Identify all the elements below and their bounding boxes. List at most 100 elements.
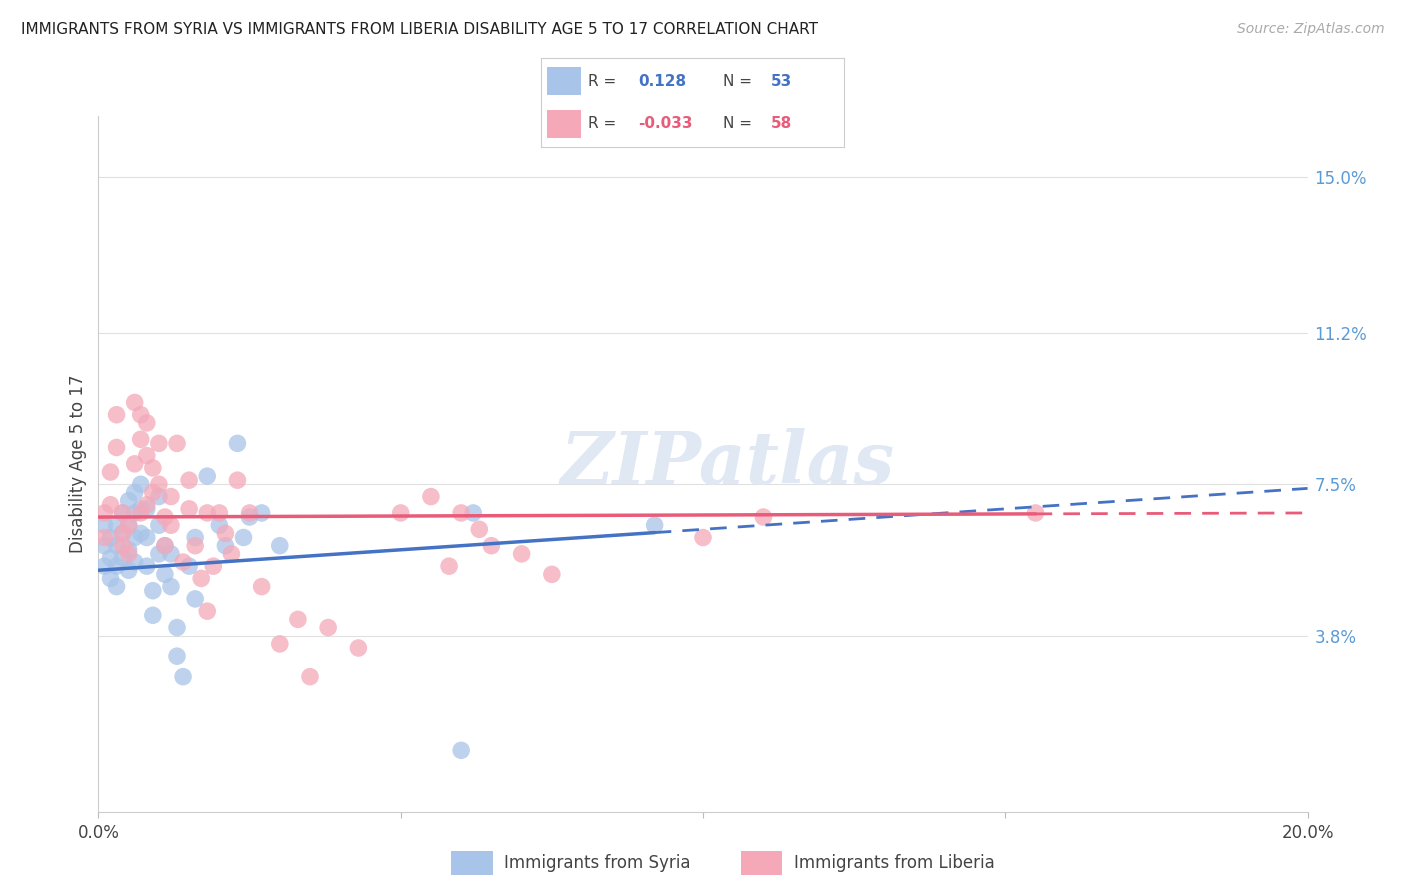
Point	[450, 743, 472, 757]
Point	[208, 506, 231, 520]
Point	[316, 621, 339, 635]
Text: Immigrants from Syria: Immigrants from Syria	[505, 854, 690, 872]
Point	[208, 518, 231, 533]
Point	[153, 539, 176, 553]
Point	[172, 555, 194, 569]
Text: IMMIGRANTS FROM SYRIA VS IMMIGRANTS FROM LIBERIA DISABILITY AGE 5 TO 17 CORRELAT: IMMIGRANTS FROM SYRIA VS IMMIGRANTS FROM…	[21, 22, 818, 37]
Point	[179, 559, 201, 574]
Point	[160, 518, 183, 533]
Point	[135, 559, 157, 574]
Point	[105, 518, 128, 533]
Point	[105, 441, 128, 455]
Point	[420, 490, 443, 504]
Point	[129, 506, 152, 520]
Point	[118, 518, 141, 533]
Point	[214, 539, 236, 553]
Point	[142, 461, 165, 475]
FancyBboxPatch shape	[547, 67, 581, 95]
Point	[481, 539, 503, 553]
Point	[195, 506, 218, 520]
Point	[1024, 506, 1046, 520]
Point	[124, 531, 146, 545]
Point	[166, 649, 188, 664]
Point	[269, 539, 291, 553]
Point	[135, 449, 157, 463]
Point	[148, 477, 170, 491]
Point	[148, 518, 170, 533]
Point	[184, 591, 207, 606]
Text: 58: 58	[770, 117, 793, 131]
Point	[250, 580, 273, 594]
Point	[105, 559, 128, 574]
Point	[299, 670, 322, 684]
Point	[124, 457, 146, 471]
Point	[160, 547, 183, 561]
Point	[118, 547, 141, 561]
Y-axis label: Disability Age 5 to 17: Disability Age 5 to 17	[69, 375, 87, 553]
Point	[124, 555, 146, 569]
Point	[129, 526, 152, 541]
Point	[124, 485, 146, 500]
Point	[202, 559, 225, 574]
Point	[287, 612, 309, 626]
Point	[195, 604, 218, 618]
Point	[93, 539, 115, 553]
Point	[129, 501, 152, 516]
Point	[250, 506, 273, 520]
Point	[142, 608, 165, 623]
Point	[129, 477, 152, 491]
Point	[269, 637, 291, 651]
Text: 53: 53	[770, 74, 793, 88]
Point	[153, 567, 176, 582]
Point	[148, 547, 170, 561]
Point	[160, 490, 183, 504]
Point	[111, 506, 134, 520]
Text: N =: N =	[723, 117, 752, 131]
Text: R =: R =	[588, 74, 616, 88]
Point	[179, 473, 201, 487]
Point	[100, 551, 122, 566]
Point	[195, 469, 218, 483]
Point	[190, 571, 212, 585]
Point	[105, 539, 128, 553]
Point	[752, 510, 775, 524]
Point	[148, 490, 170, 504]
Point	[111, 539, 134, 553]
Point	[93, 559, 115, 574]
Point	[166, 436, 188, 450]
Point	[118, 542, 141, 557]
Point	[111, 526, 134, 541]
Point	[389, 506, 412, 520]
Point	[172, 670, 194, 684]
Point	[239, 510, 262, 524]
Point	[239, 506, 262, 520]
Point	[124, 506, 146, 520]
Point	[100, 571, 122, 585]
Text: Source: ZipAtlas.com: Source: ZipAtlas.com	[1237, 22, 1385, 37]
Point	[226, 436, 249, 450]
Point	[93, 506, 115, 520]
Point	[135, 501, 157, 516]
Point	[450, 506, 472, 520]
Point	[347, 640, 370, 655]
Point	[540, 567, 562, 582]
Point	[111, 506, 134, 520]
Point	[118, 518, 141, 533]
Point	[100, 531, 122, 545]
Point	[142, 583, 165, 598]
Text: Immigrants from Liberia: Immigrants from Liberia	[794, 854, 994, 872]
Text: 0.128: 0.128	[638, 74, 686, 88]
Point	[166, 621, 188, 635]
Point	[135, 531, 157, 545]
Point	[226, 473, 249, 487]
Point	[111, 526, 134, 541]
Point	[135, 416, 157, 430]
Point	[100, 465, 122, 479]
Point	[105, 408, 128, 422]
Point	[129, 432, 152, 446]
Point	[148, 436, 170, 450]
Point	[118, 493, 141, 508]
FancyBboxPatch shape	[451, 851, 492, 875]
Point	[100, 498, 122, 512]
Point	[160, 580, 183, 594]
